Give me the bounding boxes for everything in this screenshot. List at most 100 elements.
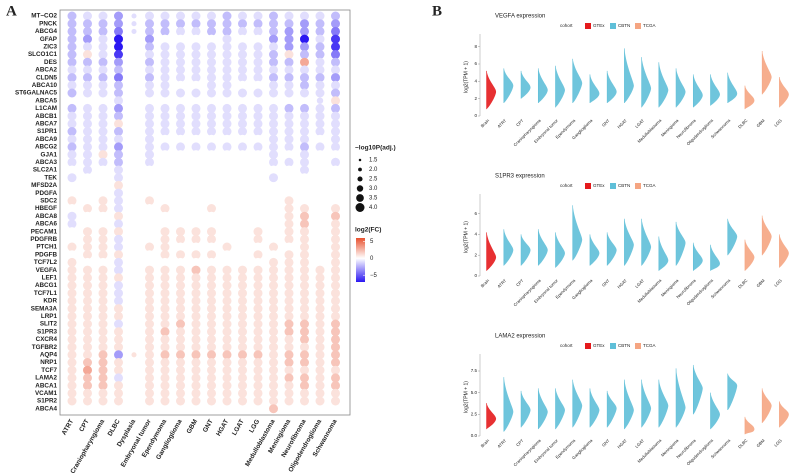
dot (131, 367, 137, 373)
dot (253, 350, 263, 360)
row-label: ABCA8 (35, 213, 57, 220)
x-tick-label: HGAT (616, 278, 628, 290)
dot (84, 182, 91, 189)
dot (131, 398, 137, 404)
dot (160, 281, 170, 290)
dot (145, 211, 154, 221)
row-label: TGFBR2 (32, 344, 58, 351)
dot (114, 342, 123, 352)
dot (331, 57, 340, 67)
dot (98, 227, 108, 237)
violin (555, 65, 565, 108)
dot (238, 211, 247, 221)
dot (269, 103, 278, 113)
dot (131, 352, 137, 358)
dot (222, 381, 232, 391)
dot (176, 204, 185, 213)
dot (331, 304, 340, 314)
dot (253, 204, 263, 213)
dot (114, 142, 123, 152)
y-tick-label: 2 (474, 252, 477, 257)
dot (67, 304, 77, 314)
dot (331, 281, 340, 290)
dot (315, 150, 325, 160)
dot (331, 26, 340, 36)
dot (238, 257, 247, 267)
violin (624, 218, 634, 266)
dot (269, 188, 278, 198)
violin (744, 239, 755, 271)
dot (98, 327, 108, 337)
dot (83, 281, 92, 290)
dot (254, 97, 262, 104)
dot (131, 175, 137, 181)
x-tick-label: Brain (480, 117, 491, 128)
dot (114, 57, 123, 67)
legend-swatch (585, 23, 591, 29)
dot (253, 127, 263, 136)
dot (207, 219, 216, 229)
size-key (358, 158, 362, 162)
dot (131, 144, 137, 150)
dot (114, 111, 123, 121)
dot (315, 350, 325, 360)
dot (269, 257, 278, 267)
dot (207, 142, 216, 152)
dot (131, 44, 137, 50)
dot (114, 150, 123, 160)
dot (114, 88, 123, 98)
dot (253, 65, 263, 75)
dot (160, 188, 170, 198)
dot (67, 265, 77, 275)
dot (160, 242, 170, 252)
dot (300, 381, 309, 391)
dot (98, 288, 108, 298)
dot (98, 42, 108, 52)
dot (315, 204, 325, 213)
dot (83, 73, 92, 83)
dot (222, 234, 232, 244)
row-label: ABCA3 (35, 159, 57, 166)
dot (67, 88, 77, 98)
dot (99, 97, 107, 104)
x-tick-label: LGAT (634, 118, 645, 129)
dot (191, 373, 201, 383)
dot (331, 396, 340, 406)
dot (131, 159, 137, 165)
dot (83, 296, 92, 306)
dot (98, 150, 108, 160)
dot (300, 34, 309, 44)
violin (658, 62, 669, 108)
dot (331, 250, 340, 260)
legend-label: TCGA (643, 343, 656, 348)
dot (67, 273, 77, 283)
column-label: ATRT (61, 418, 76, 436)
dot (67, 50, 77, 59)
dot (253, 196, 263, 206)
dot (222, 327, 232, 337)
dot (176, 396, 185, 406)
dot (191, 119, 201, 129)
dot (300, 204, 309, 213)
dot (191, 65, 201, 75)
dot (160, 334, 170, 344)
dot (269, 250, 278, 260)
dot (145, 204, 154, 213)
dot (160, 196, 170, 206)
dot (331, 127, 340, 136)
row-label: VEGFA (36, 267, 58, 274)
row-label: CXCR4 (36, 336, 58, 343)
dot (300, 250, 309, 260)
dot (98, 26, 108, 36)
dot (160, 34, 170, 44)
dot (253, 165, 263, 175)
dot (222, 227, 232, 237)
dot (191, 50, 201, 59)
dot (67, 388, 77, 398)
dot (331, 211, 340, 221)
y-tick-label: 2 (474, 96, 477, 101)
violin (572, 58, 583, 103)
dot (131, 275, 137, 281)
dot (114, 103, 123, 113)
dot (238, 88, 247, 98)
